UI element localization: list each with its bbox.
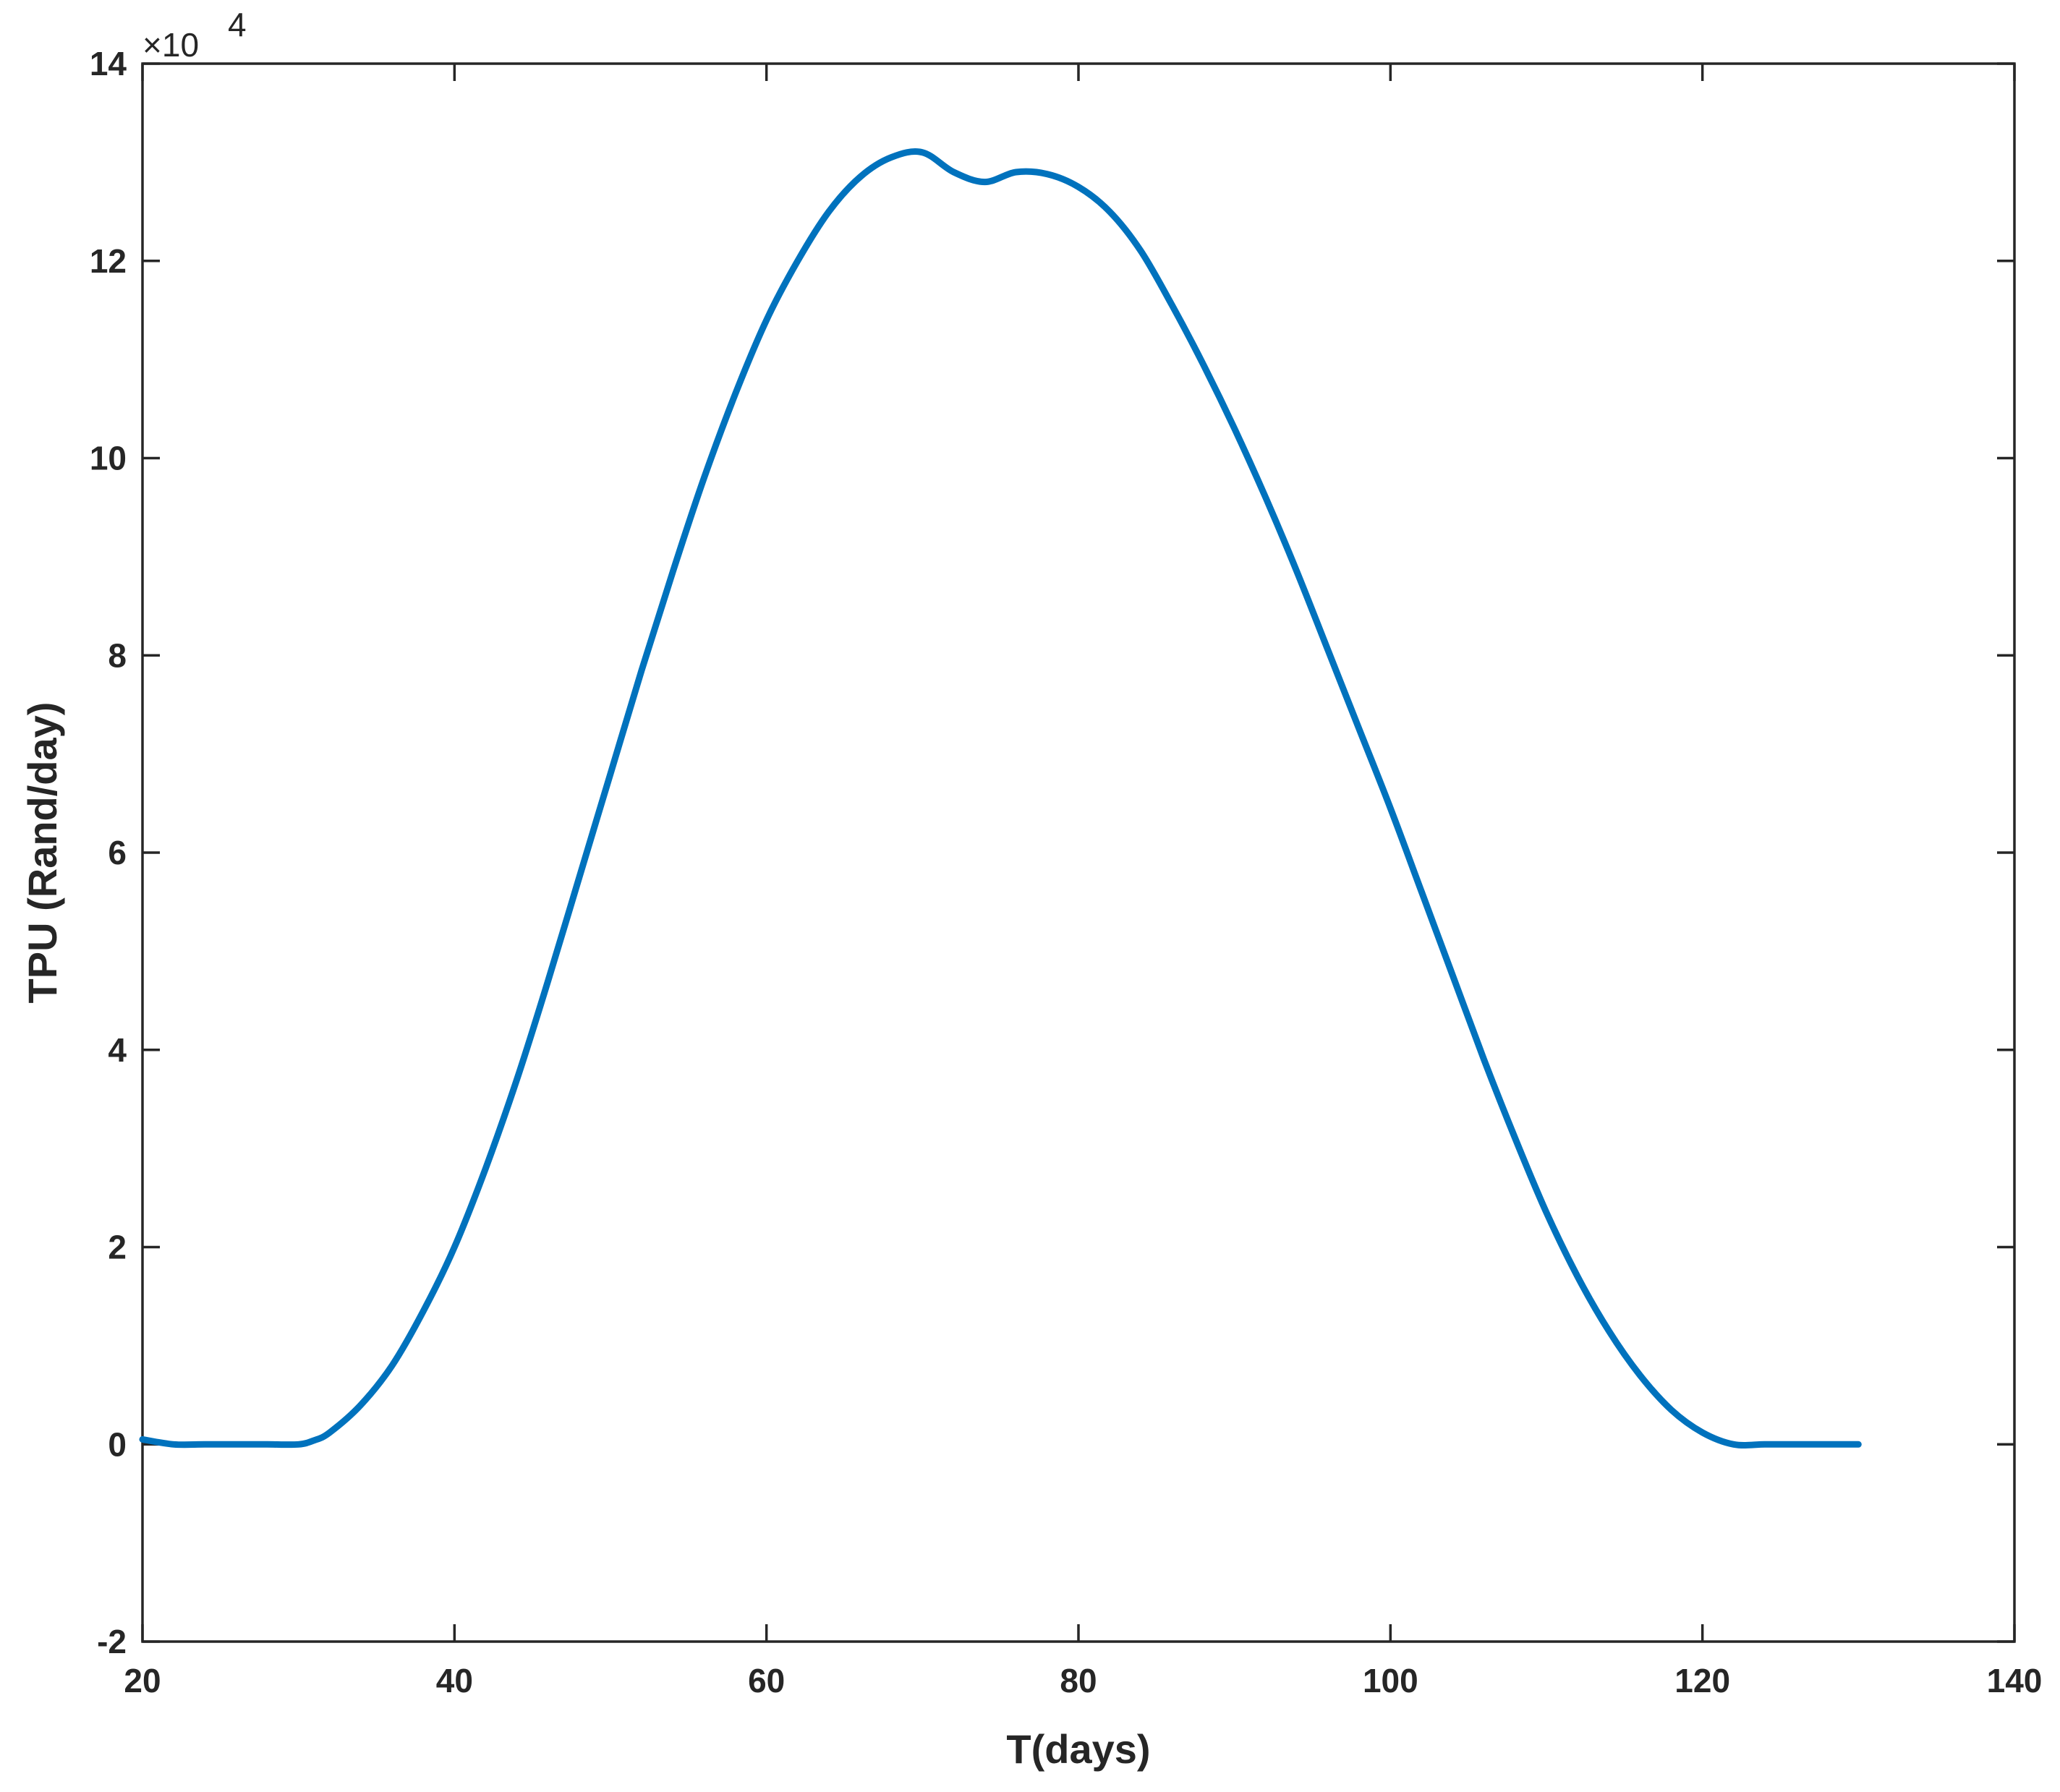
x-axis-title: T(days) — [1006, 1726, 1150, 1772]
x-tick-label: 20 — [124, 1662, 161, 1699]
x-axis-ticks: 20 40 60 80 100 120 140 — [124, 64, 2042, 1699]
y-exponent-multiplier: ×10 4 — [142, 6, 247, 64]
y-tick-label: 6 — [108, 834, 127, 871]
plot-frame — [141, 62, 2016, 1643]
x-tick-label: 140 — [1987, 1662, 2043, 1699]
y-tick-label: 4 — [108, 1031, 127, 1069]
y-tick-label: 2 — [108, 1229, 127, 1266]
x-tick-label: 80 — [1060, 1662, 1097, 1699]
y-exponent-power: 4 — [228, 6, 247, 43]
y-tick-label: 10 — [90, 440, 127, 477]
y-tick-label: 8 — [108, 636, 127, 674]
x-tick-label: 60 — [748, 1662, 785, 1699]
series-line — [139, 148, 1862, 1448]
y-tick-label: -2 — [97, 1623, 127, 1660]
x-tick-label: 100 — [1363, 1662, 1418, 1699]
x-tick-label: 120 — [1674, 1662, 1730, 1699]
y-tick-label: 14 — [90, 45, 127, 82]
y-tick-label: 0 — [108, 1425, 127, 1463]
x-tick-label: 40 — [436, 1662, 473, 1699]
y-axis-ticks: -2 0 2 4 6 8 10 12 14 — [90, 45, 2014, 1660]
y-axis-title: TPU (Rand/day) — [20, 702, 65, 1004]
y-exponent-base: ×10 — [142, 26, 199, 64]
y-tick-label: 12 — [90, 242, 127, 280]
